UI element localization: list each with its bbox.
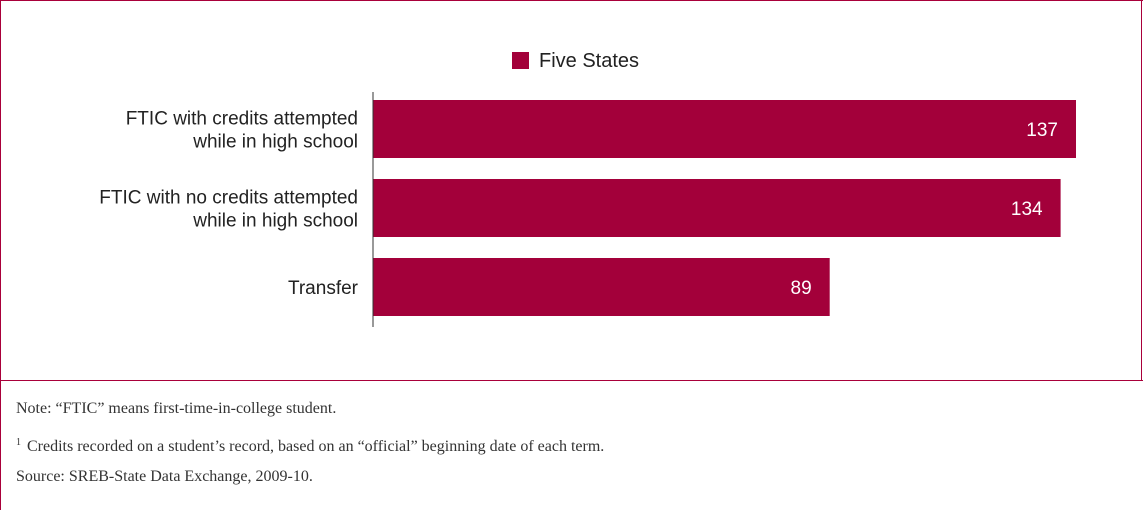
note-text: Note: “FTIC” means first-time-in-college… [16, 400, 337, 417]
footnote-line: 1 Credits recorded on a student’s record,… [16, 426, 1126, 460]
bar [373, 179, 1061, 237]
category-label: FTIC with no credits attempted [99, 188, 358, 209]
frame-left-rule [0, 0, 1, 510]
category-label: while in high school [192, 132, 358, 153]
footnote-text: Credits recorded on a student’s record, … [27, 438, 605, 455]
category-label: Transfer [288, 278, 359, 299]
notes-divider [0, 380, 1143, 381]
bar [373, 258, 830, 316]
notes-block: Note: “FTIC” means first-time-in-college… [16, 392, 1126, 494]
category-label: FTIC with credits attempted [126, 109, 358, 130]
footnote-marker: 1 [16, 437, 21, 448]
data-label: 89 [791, 278, 812, 299]
source-text: Source: SREB-State Data Exchange, 2009-1… [16, 468, 313, 485]
bar [373, 100, 1076, 158]
legend-label: Five States [539, 50, 639, 72]
frame-right-rule [1141, 0, 1142, 380]
frame-top-rule [0, 0, 1143, 1]
data-label: 134 [1011, 199, 1043, 220]
data-label: 137 [1026, 120, 1058, 141]
legend-swatch [512, 52, 529, 69]
category-label: while in high school [192, 211, 358, 232]
bar-chart: Five States 137 FTIC with credits attempte… [99, 50, 1076, 327]
